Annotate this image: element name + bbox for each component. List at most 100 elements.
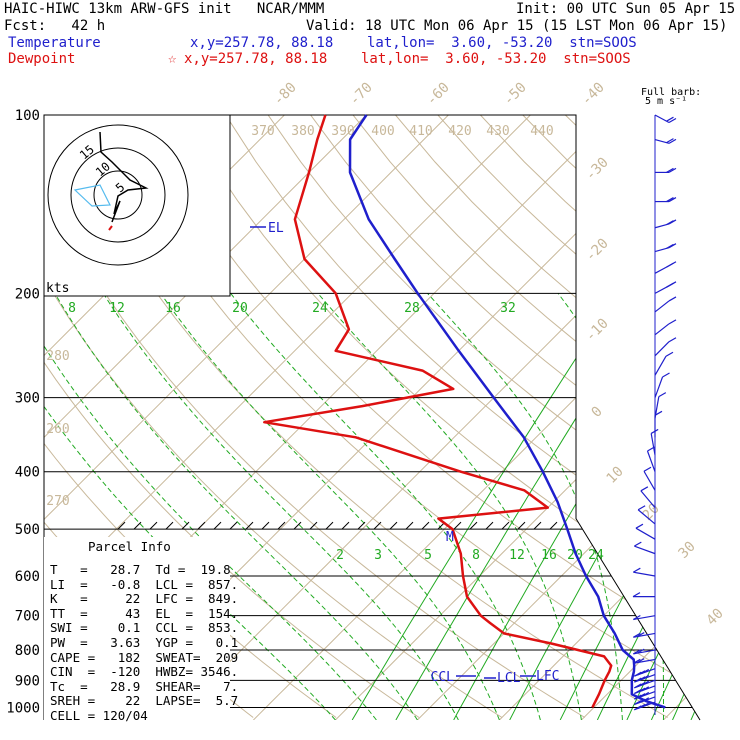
ccl-label: CCL — [431, 670, 455, 685]
dry-adiabat-line — [607, 115, 700, 718]
wind-barb-flag — [634, 671, 642, 677]
wind-barb-flag — [634, 699, 642, 705]
wind-barb-flag — [641, 702, 650, 708]
parcel-info-row: Tc = 28.9 SHEAR= 7. — [50, 678, 239, 694]
wind-barb-flag — [666, 220, 674, 226]
wind-barb-flag — [637, 687, 646, 693]
isotherm-label: -80 — [271, 80, 300, 109]
freezing-level-hatch — [149, 521, 158, 530]
moist-adiabat-line — [685, 293, 700, 720]
wind-barb-flag — [641, 691, 650, 697]
theta-labels: 370 380 390 400 410 420 430 440 280 260 270 — [46, 124, 553, 509]
isotherm-line — [581, 115, 700, 720]
wind-barb-staff — [646, 450, 656, 472]
freezing-level-hatch — [469, 521, 478, 530]
wind-barb-staff — [637, 509, 656, 525]
mixing-ratio-line — [650, 293, 700, 720]
level-markers: EL CCL LCL LFC M — [250, 221, 559, 686]
isotherm-label: 0 — [589, 404, 606, 421]
theta-label: 260 — [46, 422, 69, 437]
moist-adiabat-line — [230, 292, 541, 720]
parcel-info-row: CIN = -120 HWBZ= 3546. — [50, 664, 239, 680]
wind-barb-flag — [637, 703, 646, 709]
isotherm-line — [0, 115, 38, 720]
mixing-ratio-label: 16 — [165, 301, 181, 316]
hodograph-ring — [93, 170, 143, 220]
freezing-level-hatch — [165, 521, 174, 530]
profiles — [263, 114, 666, 709]
dewpoint-legend-star-icon: ☆ — [168, 51, 177, 67]
wind-barb-flag — [637, 505, 646, 511]
wind-barb-staff — [654, 341, 670, 357]
dry-adiabat-line — [225, 115, 700, 718]
freezing-level-hatch — [405, 521, 414, 530]
wind-barb-flag — [640, 486, 649, 492]
wind-barb-staff — [640, 490, 656, 509]
parcel-info-row: CAPE = 182 SWEAT= 209 — [50, 649, 239, 665]
mixing-ratio-label: 8 — [68, 301, 76, 316]
theta-label: 400 — [371, 124, 394, 139]
wind-barb-flag — [650, 428, 659, 434]
dry-adiabat-line — [44, 115, 503, 718]
wind-barb-flag — [633, 567, 641, 573]
hodograph-box — [43, 114, 231, 297]
dry-adiabat-line — [437, 115, 700, 718]
wind-barb-flag — [641, 674, 650, 680]
wind-barb-flag — [641, 680, 650, 686]
isotherm-line — [417, 115, 700, 720]
parcel-info-row: SWI = 0.1 CCL = 853. — [50, 620, 239, 636]
mixing-ratio-label: 20 — [232, 301, 248, 316]
wind-barb-flag — [634, 541, 642, 547]
isotherm-line — [44, 115, 367, 720]
dry-adiabat-line — [55, 115, 669, 718]
wind-barb-flag — [666, 197, 674, 203]
freezing-level-hatch — [309, 521, 318, 530]
wind-barb-flag — [668, 138, 677, 144]
wind-barb-flag — [654, 410, 663, 416]
wind-barb-flag — [637, 681, 646, 688]
wind-barb-flag — [641, 668, 650, 674]
theta-label: 430 — [486, 124, 509, 139]
moist-adiabat-line — [44, 293, 377, 720]
parcel-info-row: LI = -0.8 LCL = 857. — [50, 576, 239, 592]
wind-barb-flag — [636, 658, 645, 664]
freezing-level-hatch — [389, 521, 398, 530]
freezing-level-hatch — [357, 521, 366, 530]
isotherm-label: -50 — [501, 80, 530, 109]
wind-barb-flag — [666, 262, 674, 268]
isotherm-label: -60 — [424, 80, 453, 109]
wind-barb-flag — [641, 686, 650, 692]
hodograph-ring — [70, 147, 166, 243]
wind-barb-flag — [632, 592, 641, 598]
mixing-ratio-label: 5 — [424, 548, 432, 563]
moist-adiabat-line — [317, 292, 582, 720]
isotherm-line — [499, 115, 700, 720]
wind-barb-flag — [666, 138, 674, 144]
temperature-profile — [348, 114, 666, 709]
wind-barb-flag — [662, 372, 670, 378]
freezing-level-hatch — [213, 521, 222, 530]
wind-barb-flag — [666, 167, 674, 173]
pressure-label: 100 — [15, 108, 40, 124]
wind-barb-flag — [634, 683, 642, 689]
mixing-ratio-label: 16 — [541, 548, 557, 563]
hodograph-storm-motion — [73, 184, 111, 207]
theta-label: 380 — [291, 124, 314, 139]
isotherm-label: -70 — [347, 80, 376, 109]
hodograph-units-label: kts — [46, 281, 69, 296]
freezing-level-hatch — [181, 521, 190, 530]
wind-barb-flag — [666, 243, 674, 249]
freezing-level-hatch — [261, 521, 270, 530]
dry-adiabat-line — [735, 115, 740, 718]
mixing-ratio-line — [351, 293, 619, 720]
moist-adiabat-line — [102, 293, 459, 720]
wind-barb-flag — [637, 693, 646, 699]
mixing-ratio-line — [596, 293, 700, 720]
wind-barb-flag — [637, 670, 646, 676]
pressure-label: 800 — [15, 643, 40, 659]
lcl-label: LCL — [497, 671, 521, 686]
theta-label: 270 — [46, 494, 69, 509]
mixing-ratio-label: 2 — [336, 548, 344, 563]
wind-barb-flag — [634, 688, 642, 695]
